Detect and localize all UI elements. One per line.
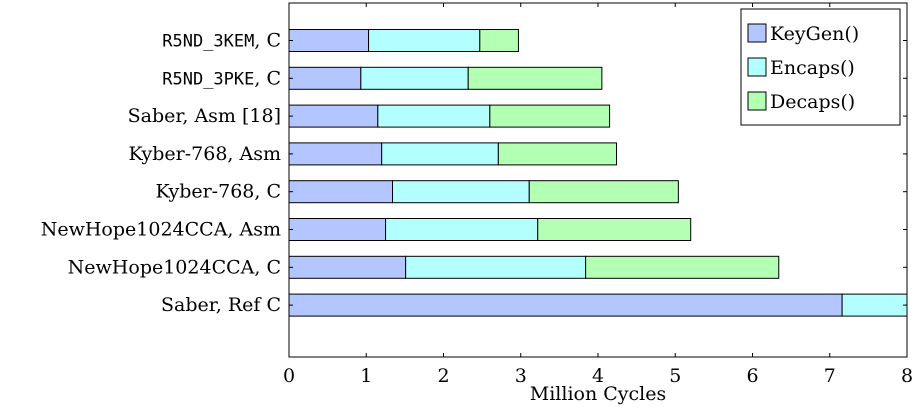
bar-encaps-6 — [405, 255, 587, 279]
x-axis-label: Million Cycles — [530, 383, 666, 405]
bar-encaps-3 — [381, 142, 499, 166]
category-label: NewHope1024CCA, C — [68, 256, 281, 278]
category-label: Kyber-768, Asm — [129, 143, 281, 165]
category-label: NewHope1024CCA, Asm — [41, 219, 281, 241]
legend-swatch — [747, 57, 767, 77]
legend-label: Decaps() — [770, 91, 855, 113]
bar-keygen-2 — [288, 104, 379, 128]
category-label: Saber, Asm [18] — [128, 105, 281, 127]
bar-decaps-6 — [585, 255, 780, 279]
category-label: R5ND_3PKE, C — [162, 67, 281, 89]
bar-decaps-3 — [497, 142, 618, 166]
legend-box — [740, 8, 901, 126]
bar-decaps-5 — [537, 218, 692, 241]
x-tick-label: 0 — [283, 365, 295, 387]
x-tick-label: 7 — [824, 365, 836, 387]
bar-decaps-1 — [467, 66, 603, 90]
bar-keygen-7 — [288, 293, 843, 317]
bar-keygen-6 — [288, 255, 407, 279]
bar-encaps-4 — [392, 180, 530, 204]
bar-encaps-5 — [385, 218, 539, 241]
x-tick-label: 3 — [515, 365, 527, 387]
legend-label: Encaps() — [770, 57, 855, 79]
x-tick-label: 5 — [669, 365, 681, 387]
bar-keygen-3 — [288, 142, 383, 166]
legend-swatch — [747, 23, 767, 43]
bar-keygen-1 — [288, 66, 362, 90]
x-tick-label: 2 — [437, 365, 449, 387]
bar-keygen-4 — [288, 180, 394, 204]
x-tick-label: 8 — [901, 365, 913, 387]
category-label: R5ND_3KEM, C — [162, 30, 281, 52]
bars-layer — [288, 29, 908, 317]
bar-encaps-7 — [841, 293, 908, 317]
bar-decaps-4 — [528, 180, 679, 204]
legend-swatch — [747, 91, 767, 111]
bar-encaps-2 — [377, 104, 491, 128]
bar-keygen-5 — [288, 218, 387, 241]
bar-decaps-0 — [479, 29, 519, 52]
legend-label: KeyGen() — [770, 23, 859, 45]
x-tick-label: 1 — [360, 365, 372, 387]
category-label: Kyber-768, C — [155, 181, 281, 203]
labels-layer: R5ND_3KEM, C R5ND_3PKE, C Saber, Asm [18] K… — [41, 30, 913, 388]
x-tick-label: 4 — [592, 365, 604, 387]
bar-encaps-1 — [360, 66, 469, 90]
category-label: Saber, Ref C — [161, 294, 281, 316]
bar-decaps-2 — [489, 104, 611, 128]
ticks-layer — [288, 3, 908, 357]
legend: KeyGen() Encaps() Decaps() — [740, 8, 901, 126]
bar-encaps-0 — [368, 29, 481, 52]
bar-keygen-0 — [288, 29, 370, 52]
x-tick-label: 6 — [746, 365, 758, 387]
